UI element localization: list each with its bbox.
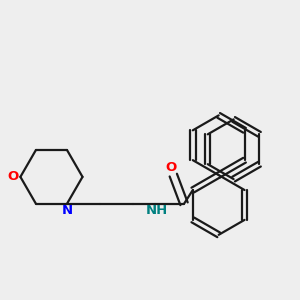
Text: NH: NH	[146, 204, 168, 217]
Text: O: O	[7, 170, 18, 183]
Text: N: N	[62, 204, 73, 218]
Text: O: O	[165, 161, 176, 174]
